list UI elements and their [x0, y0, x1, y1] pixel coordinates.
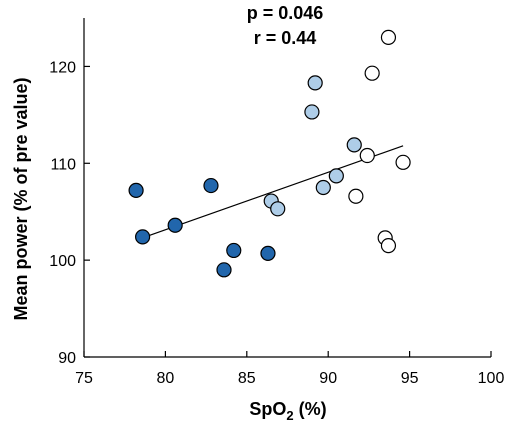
- x-axis-title: SpO2 (%): [249, 399, 326, 423]
- data-point: [304, 104, 320, 120]
- r-value-annotation: r = 0.44: [254, 28, 317, 48]
- data-point: [346, 137, 362, 153]
- data-points: [128, 29, 411, 278]
- data-point: [203, 177, 219, 194]
- y-tick-label: 100: [49, 253, 76, 270]
- data-point: [167, 217, 183, 233]
- y-tick-label: 110: [50, 156, 76, 173]
- x-tick-label: 75: [75, 370, 93, 387]
- x-tick-label: 85: [238, 370, 256, 387]
- x-axis-title-main: SpO: [249, 399, 286, 419]
- x-axis-ticks: 75 80 85 90 95 100: [75, 351, 504, 387]
- y-axis-ticks: 90 100 110 120: [49, 59, 90, 367]
- data-point: [359, 147, 375, 164]
- x-axis-title-subscript: 2: [286, 408, 293, 423]
- regression-line: [142, 145, 404, 239]
- data-point: [315, 179, 331, 196]
- data-point: [364, 65, 380, 81]
- data-point: [216, 262, 232, 278]
- data-point: [328, 168, 344, 184]
- x-axis-title-suffix: (%): [294, 399, 327, 419]
- p-value-annotation: p = 0.046: [247, 3, 324, 23]
- y-tick-label: 90: [58, 350, 76, 367]
- x-tick-label: 95: [401, 370, 419, 387]
- x-tick-label: 90: [319, 370, 337, 387]
- x-tick-label: 100: [478, 370, 505, 387]
- data-point: [226, 242, 242, 259]
- data-point: [270, 201, 286, 217]
- data-point: [395, 154, 411, 170]
- data-point: [348, 188, 364, 204]
- data-point: [380, 238, 397, 254]
- x-tick-label: 80: [157, 370, 175, 387]
- data-point: [260, 245, 276, 261]
- y-tick-label: 120: [49, 59, 76, 76]
- y-axis-title: Mean power (% of pre value): [11, 77, 31, 320]
- data-point: [380, 29, 397, 45]
- data-point: [307, 75, 323, 91]
- data-point: [128, 182, 144, 199]
- data-point: [135, 229, 151, 245]
